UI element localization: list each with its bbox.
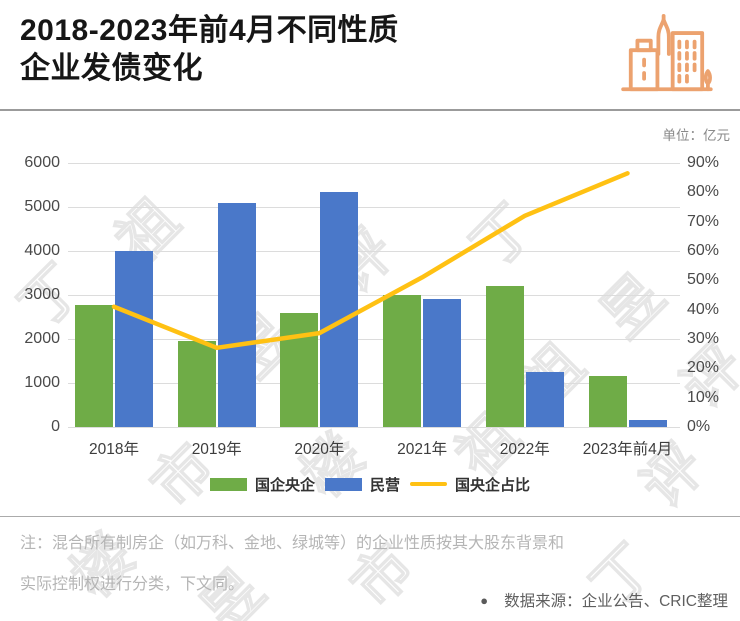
y-axis-right-tick: 20%	[687, 359, 720, 377]
gridline	[68, 383, 680, 384]
legend-color-swatch	[209, 477, 247, 491]
unit-label: 单位：亿元	[662, 128, 731, 143]
legend-label: 民营	[369, 476, 400, 494]
footnote-line-2: 实际控制权进行分类，下文同。	[20, 576, 245, 593]
bar-国企央企-2020年	[280, 312, 319, 427]
bar-民营-2019年	[217, 202, 256, 427]
gridline	[68, 427, 680, 428]
legend-label: 国企央企	[254, 476, 315, 494]
title-line-1: 2018-2023年前4月不同性质	[20, 14, 399, 47]
footer-divider	[0, 516, 740, 517]
gridline	[68, 207, 680, 208]
legend-item-国企央企: 国企央企	[209, 474, 315, 495]
gridline	[68, 295, 680, 296]
footnote: 注：混合所有制房企（如万科、金地、绿城等）的企业性质按其大股东背景和 实际控制权…	[20, 529, 720, 611]
legend-line-swatch	[410, 481, 447, 487]
x-axis-label: 2020年	[294, 441, 345, 458]
combo-chart: 0 1000 2000 3000 4000 5000 6000 0% 10% 20% 30% 40% 5…	[0, 143, 740, 515]
bar-民营-2023年前4月	[628, 420, 667, 427]
gridline	[68, 339, 680, 340]
y-axis-left-tick: 6000	[24, 154, 60, 171]
gridline	[68, 251, 680, 252]
legend-item-民营: 民营	[324, 474, 400, 495]
legend-item-国央企占比: 国央企占比	[410, 474, 530, 495]
bullet-icon: ●	[480, 592, 489, 608]
bar-国企央企-2023年前4月	[588, 376, 627, 427]
y-axis-right-tick: 10%	[687, 388, 720, 406]
y-axis-left-tick: 4000	[24, 242, 60, 259]
y-axis-right-tick: 80%	[687, 183, 720, 201]
y-axis-right-tick: 90%	[687, 154, 720, 171]
source-note: ● 数据来源：企业公告、CRIC整理	[480, 589, 728, 611]
y-axis-right-tick: 40%	[687, 300, 720, 318]
footnote-line-1: 注：混合所有制房企（如万科、金地、绿城等）的企业性质按其大股东背景和	[20, 535, 565, 552]
source-text: 数据来源：企业公告、CRIC整理	[504, 593, 728, 610]
y-axis-right-tick: 60%	[687, 242, 720, 259]
y-axis-left-tick: 1000	[24, 374, 60, 391]
buildings-icon	[621, 14, 713, 92]
y-axis-left-tick: 0	[51, 418, 60, 435]
y-axis-left-tick: 3000	[24, 286, 60, 303]
page-title: 2018-2023年前4月不同性质 企业发债变化	[20, 12, 600, 88]
y-axis-right-tick: 0%	[687, 418, 711, 435]
bar-国企央企-2019年	[177, 341, 216, 427]
legend-label: 国央企占比	[455, 476, 531, 494]
x-axis-label: 2021年	[397, 441, 448, 458]
bar-国企央企-2021年	[383, 295, 422, 427]
gridline	[68, 163, 680, 164]
bar-国企央企-2022年	[485, 286, 524, 427]
x-axis-label: 2018年	[89, 441, 139, 458]
y-axis-left-tick: 5000	[24, 198, 60, 215]
bar-国企央企-2018年	[75, 304, 113, 427]
bar-民营-2020年	[320, 192, 359, 427]
legend-color-swatch	[324, 477, 362, 491]
y-axis-right-tick: 50%	[687, 271, 720, 289]
legend: 国企央企 民营 国央企占比	[0, 471, 740, 497]
x-axis-label: 2023年前4月	[582, 441, 673, 458]
x-axis-label: 2019年	[191, 441, 242, 458]
bar-民营-2018年	[115, 251, 153, 427]
y-axis-left-tick: 2000	[24, 330, 60, 347]
x-axis-label: 2022年	[499, 441, 550, 458]
bar-民营-2021年	[423, 299, 462, 427]
y-axis-right-tick: 70%	[687, 212, 720, 230]
y-axis-right-tick: 30%	[687, 330, 720, 347]
title-line-2: 企业发债变化	[20, 52, 203, 85]
header: 2018-2023年前4月不同性质 企业发债变化	[0, 0, 740, 111]
bar-民营-2022年	[525, 372, 564, 427]
